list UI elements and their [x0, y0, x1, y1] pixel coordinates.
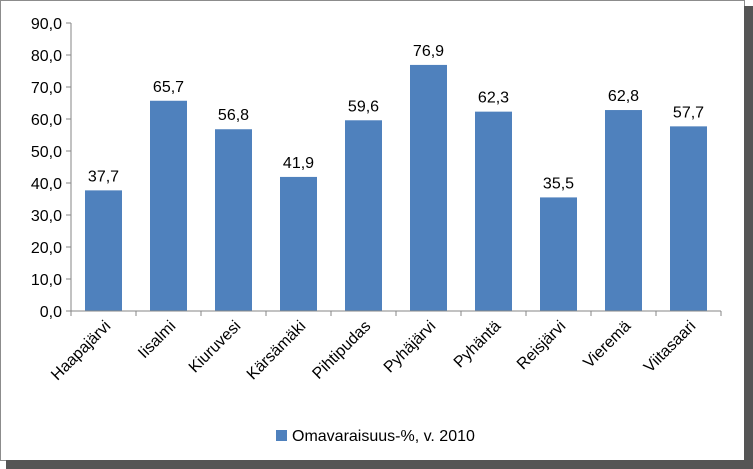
bar: [605, 110, 642, 311]
x-tick-label: Vieremä: [580, 318, 634, 372]
legend-swatch: [276, 430, 287, 441]
data-label: 59,6: [348, 98, 379, 115]
bar: [475, 111, 512, 311]
bar: [345, 120, 382, 311]
x-tick-label: Pihtipudas: [309, 318, 374, 383]
y-tick-label: 50,0: [31, 144, 62, 161]
x-tick-label: Iisalmi: [135, 318, 179, 362]
bar: [215, 129, 252, 311]
data-label: 37,7: [88, 168, 119, 185]
y-tick-label: 80,0: [31, 48, 62, 65]
data-label: 35,5: [543, 175, 574, 192]
y-tick-label: 10,0: [31, 272, 62, 289]
legend: Omavaraisuus-%, v. 2010: [276, 428, 475, 445]
data-label: 57,7: [673, 104, 704, 121]
y-tick-label: 40,0: [31, 176, 62, 193]
x-tick-label: Pyhäntä: [451, 318, 505, 372]
x-tick-label: Pyhäjärvi: [381, 318, 440, 377]
bar: [410, 64, 447, 311]
data-label: 62,8: [608, 88, 639, 105]
data-label: 56,8: [218, 107, 249, 124]
y-tick-label: 60,0: [31, 112, 62, 129]
axes: [66, 22, 722, 316]
frame-shadow-bottom: [6, 460, 753, 469]
data-labels: 37,7 65,7 56,8 41,9 59,6 76,9 62,3 35,5 62,8 57,7: [88, 43, 704, 192]
y-tick-label: 90,0: [31, 16, 62, 33]
frame-shadow-right: [744, 6, 753, 469]
y-tick-label: 20,0: [31, 240, 62, 257]
data-label: 41,9: [283, 155, 314, 172]
x-tick-label: Kärsämäki: [244, 318, 309, 383]
data-label: 76,9: [413, 43, 444, 60]
bar: [85, 190, 122, 311]
x-tick-label: Reisjärvi: [514, 318, 569, 373]
y-tick-label: 70,0: [31, 80, 62, 97]
data-label: 62,3: [478, 90, 509, 107]
bar-chart: 0,010,020,030,040,050,060,070,080,090,0 …: [31, 16, 722, 445]
x-tick-label: Haapajärvi: [48, 318, 114, 384]
y-axis-tick-labels: 0,0 10,0 20,0 30,0 40,0 50,0 60,0 70,0 80,0 90,0: [31, 16, 62, 321]
y-tick-label: 30,0: [31, 208, 62, 225]
bar: [670, 126, 707, 311]
x-tick-label: Viitasaari: [641, 318, 699, 376]
bar-series: [85, 64, 707, 311]
legend-label: Omavaraisuus-%, v. 2010: [292, 428, 475, 445]
chart-frame: 0,0 10,0 20,0 30,0 40,0 50,0 60,0 70,0 80,0 90,0 …: [0, 0, 745, 461]
y-tick-label: 0,0: [40, 304, 62, 321]
bar: [540, 197, 577, 311]
bar: [280, 176, 317, 311]
bar: [150, 100, 187, 311]
x-axis-tick-labels: Haapajärvi Iisalmi Kiuruvesi Kärsämäki Pihti…: [48, 318, 699, 384]
data-label: 65,7: [153, 79, 184, 96]
x-tick-label: Kiuruvesi: [186, 318, 245, 377]
